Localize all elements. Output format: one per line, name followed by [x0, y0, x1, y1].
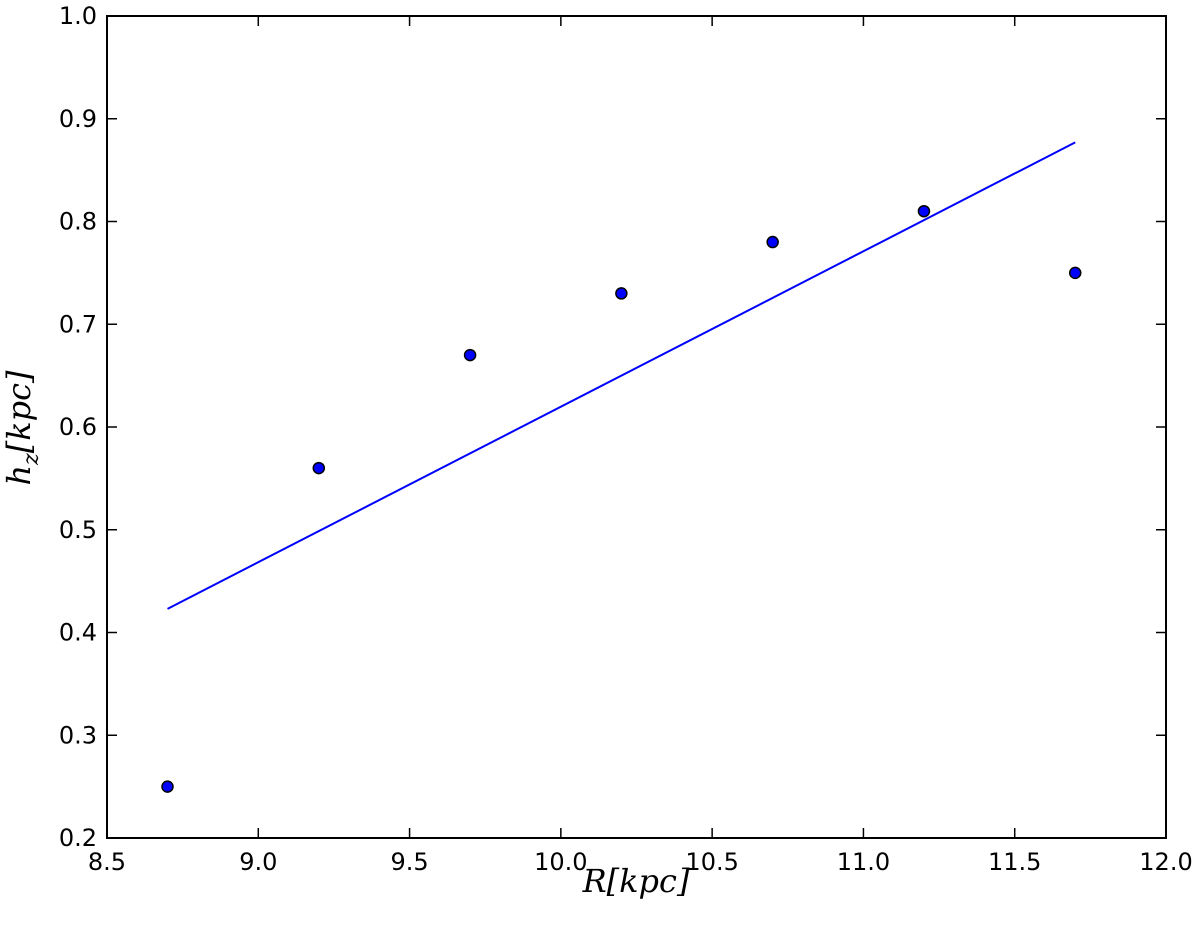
x-tick-label: 11.0 [837, 848, 890, 876]
y-axis-label-text: hz[kpc] [0, 370, 44, 485]
y-tick-label: 0.7 [59, 310, 97, 338]
data-point [463, 348, 477, 362]
x-tick-label: 9.0 [239, 848, 277, 876]
y-tick-label: 0.4 [59, 619, 97, 647]
x-axis-label: R[kpc] [582, 862, 690, 900]
x-tick-label: 10.5 [685, 848, 738, 876]
y-tick-label: 0.2 [59, 824, 97, 852]
plot-area [161, 141, 1082, 793]
y-tick-label: 0.5 [59, 516, 97, 544]
y-tick-label: 0.8 [59, 208, 97, 236]
y-tick-label: 0.6 [59, 413, 97, 441]
y-tick-label: 1.0 [59, 2, 97, 30]
x-axis-label-text: R[kpc] [582, 862, 690, 900]
y-axis-label: hz[kpc] [0, 370, 44, 485]
tick-labels: 8.5 9.0 9.5 10.0 10.5 11.0 11.5 12.0 0.2 0.3 0.4 0.… [59, 2, 1193, 876]
data-point [615, 287, 628, 300]
axis-ticks [106, 15, 1167, 839]
x-tick-label: 11.5 [988, 848, 1041, 876]
x-tick-label: 9.5 [390, 848, 428, 876]
data-point [312, 461, 326, 475]
x-tick-label: 10.0 [534, 848, 587, 876]
plot-frame [106, 15, 1167, 839]
y-tick-label: 0.9 [59, 105, 97, 133]
data-point [1068, 266, 1082, 280]
fit-line [167, 141, 1076, 610]
x-tick-label: 8.5 [88, 848, 126, 876]
data-point [917, 204, 931, 218]
y-tick-label: 0.3 [59, 721, 97, 749]
data-point [161, 780, 174, 793]
x-tick-label: 12.0 [1139, 848, 1192, 876]
data-point [766, 235, 779, 249]
